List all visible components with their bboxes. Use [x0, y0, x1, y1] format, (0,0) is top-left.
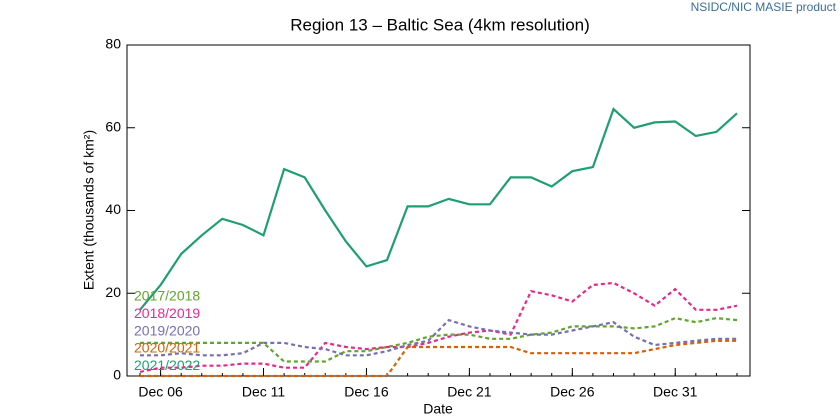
x-tick-label: Dec 31 — [653, 384, 698, 400]
plot-frame — [126, 44, 751, 377]
series-line — [139, 281, 738, 373]
series-line — [140, 316, 738, 363]
legend-entry: 2017/2018 — [134, 288, 200, 304]
x-tick-label: Dec 26 — [550, 384, 595, 400]
legend-entry: 2019/2020 — [134, 322, 200, 338]
y-tick-label: 80 — [105, 36, 121, 52]
source-label: NSIDC/NIC MASIE product — [691, 0, 837, 14]
series-line — [140, 318, 737, 357]
y-tick-label: 40 — [105, 201, 121, 217]
legend-entry: 2021/2022 — [134, 357, 200, 373]
x-tick-label: Dec 11 — [242, 384, 286, 400]
legend-entry: 2020/2021 — [134, 340, 200, 356]
chart-title: Region 13 – Baltic Sea (4km resolution) — [290, 15, 590, 34]
series-line — [139, 107, 738, 311]
y-tick-label: 20 — [105, 284, 121, 300]
x-tick-label: Dec 16 — [344, 384, 389, 400]
x-axis-label: Date — [423, 401, 453, 417]
y-axis-label: Extent (thousands of km²) — [81, 130, 97, 290]
series-line — [140, 339, 737, 378]
y-tick-label: 60 — [105, 118, 121, 134]
x-tick-label: Dec 06 — [138, 384, 183, 400]
x-tick-label: Dec 21 — [447, 384, 492, 400]
legend-entry: 2018/2019 — [134, 305, 200, 321]
y-tick-label: 0 — [113, 367, 121, 383]
